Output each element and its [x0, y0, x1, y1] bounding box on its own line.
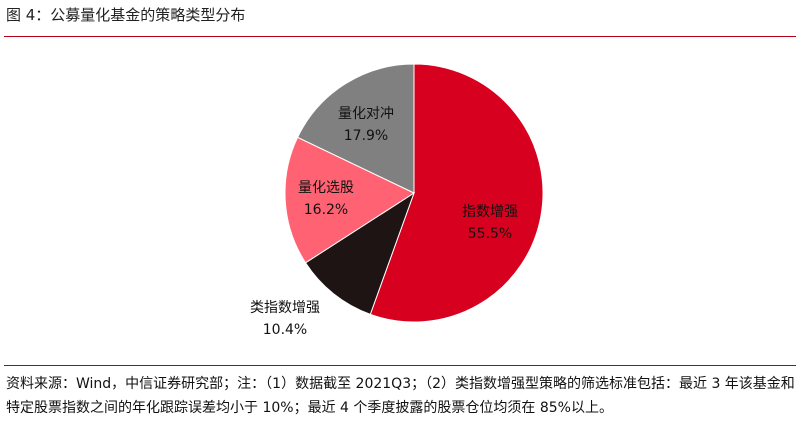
pie-slice-1 — [369, 63, 544, 323]
pie-slices — [284, 63, 544, 323]
pie-slice-4 — [296, 63, 415, 194]
slice-label-4: 量化对冲 — [338, 106, 394, 122]
pie-slice-2 — [304, 191, 415, 316]
bottom-divider — [4, 365, 796, 366]
figure-title: 图 4：公募量化基金的策略类型分布 — [6, 6, 246, 24]
pie-chart: 指数增强 55.5% 类指数增强 10.4% 量化选股 16.2% 量化对冲 17.9% — [250, 63, 544, 338]
slice-label-2: 类指数增强 — [250, 300, 320, 316]
pie-slice-3 — [284, 136, 416, 264]
slice-value-2: 10.4% — [263, 322, 307, 338]
slice-value-4: 17.9% — [344, 128, 388, 144]
slice-value-1: 55.5% — [468, 226, 512, 242]
slice-label-1: 指数增强 — [462, 204, 518, 220]
slice-label-3: 量化选股 — [298, 180, 354, 196]
source-note: 资料来源：Wind，中信证券研究部；注：（1）数据截至 2021Q3；（2）类指… — [6, 376, 795, 416]
pie-labels: 指数增强 55.5% 类指数增强 10.4% 量化选股 16.2% 量化对冲 17.9% — [250, 106, 518, 338]
slice-value-3: 16.2% — [304, 202, 348, 218]
top-divider — [4, 36, 796, 37]
